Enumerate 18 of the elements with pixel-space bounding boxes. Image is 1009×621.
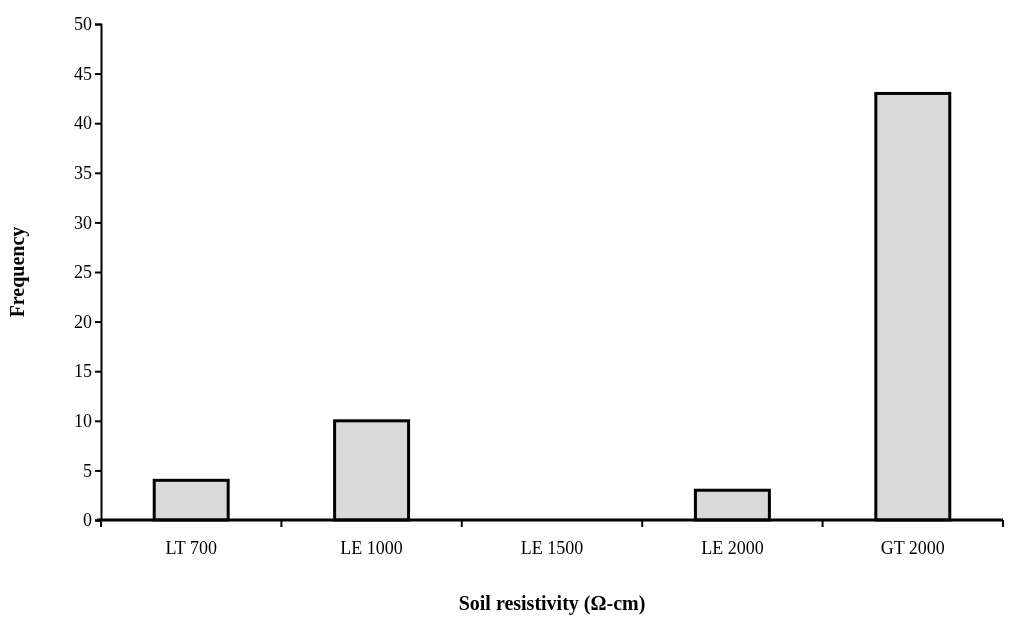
y-tick-label: 30 (74, 212, 92, 233)
y-tick-label: 45 (74, 63, 92, 84)
y-tick-label: 20 (74, 311, 92, 332)
y-tick-label: 15 (74, 361, 92, 382)
y-tick-label: 0 (83, 510, 92, 531)
x-tick-label: LE 1000 (340, 538, 403, 558)
y-tick-label: 5 (83, 460, 92, 481)
y-tick-label: 25 (74, 262, 92, 283)
y-tick-label: 50 (74, 14, 92, 35)
x-tick-label: LE 2000 (701, 538, 764, 558)
x-tick-label: GT 2000 (880, 538, 945, 558)
y-axis-title: Frequency (6, 226, 29, 318)
y-tick-label: 10 (74, 411, 92, 432)
y-tick-label: 40 (74, 113, 92, 134)
x-axis-title: Soil resistivity (Ω-cm) (458, 592, 646, 615)
x-tick-label: LE 1500 (520, 538, 584, 558)
y-tick-label: 35 (74, 163, 92, 184)
x-tick-label: LT 700 (165, 538, 217, 558)
